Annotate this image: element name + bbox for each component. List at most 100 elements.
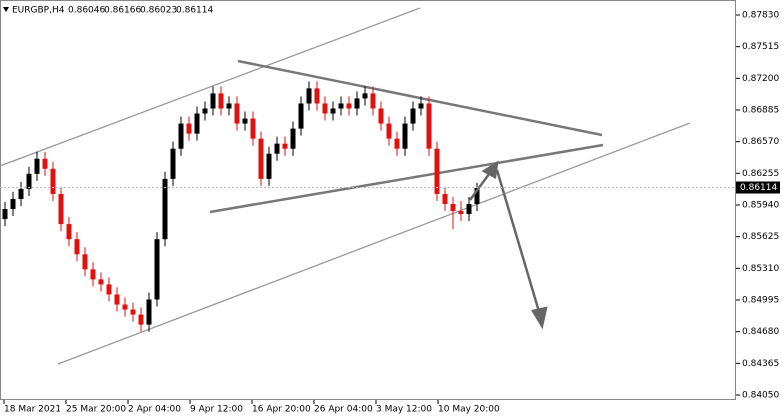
candle-body [138, 314, 144, 325]
candle-body [226, 103, 232, 109]
candle-body [314, 88, 320, 104]
candle-body [186, 123, 192, 134]
candle-body [98, 279, 104, 285]
candle-body [50, 168, 56, 194]
candle-body [290, 128, 296, 149]
x-tick-label: 9 Apr 12:00 [190, 405, 243, 415]
candle-body [306, 88, 312, 104]
menu-icon [3, 7, 9, 12]
x-tick-label: 25 Mar 20:00 [66, 405, 126, 415]
candle-body [258, 138, 264, 179]
candle-body [234, 103, 240, 124]
candle-body [346, 103, 352, 109]
price-label-bg [736, 181, 780, 194]
candle-body [202, 108, 208, 114]
candle-body [362, 93, 368, 99]
drawings [0, 7, 691, 365]
y-tick-label: 0.85625 [742, 232, 779, 242]
candle-body [434, 148, 440, 194]
candle-body [34, 158, 40, 174]
candle-body [194, 113, 200, 134]
candle-body [130, 309, 136, 315]
x-tick-label: 10 May 20:00 [438, 405, 500, 415]
candle-body [154, 239, 160, 300]
y-tick-label: 0.86570 [742, 137, 779, 147]
x-tick-label: 18 Mar 2021 [4, 405, 61, 415]
candle-body [418, 103, 424, 109]
candle-body [322, 103, 328, 114]
arrow-head [481, 160, 499, 179]
candle-body [58, 193, 64, 225]
candle-body [394, 138, 400, 149]
candle-body [410, 108, 416, 124]
ohlc-open: 0.86046 [68, 6, 105, 16]
trend-line [237, 59, 603, 137]
candle-body [106, 284, 112, 295]
candle-body [378, 108, 384, 124]
candle-body [146, 299, 152, 325]
channel-line [57, 122, 691, 365]
candle-body [242, 118, 248, 124]
y-tick-label: 0.85940 [742, 201, 779, 211]
candle-body [218, 93, 224, 109]
arrow [495, 169, 542, 316]
candle-body [82, 254, 88, 270]
candle-body [250, 118, 256, 139]
triangle [209, 59, 604, 214]
y-tick-label: 0.84050 [742, 391, 779, 401]
candle-body [474, 187, 480, 204]
forecast-arrows [468, 160, 548, 330]
y-tick-label: 0.87200 [742, 74, 779, 84]
candle-body [74, 239, 80, 255]
x-tick-label: 2 Apr 04:00 [128, 405, 181, 415]
candle-body [466, 203, 472, 215]
y-tick-label: 0.84680 [742, 327, 779, 337]
candles [2, 81, 480, 332]
candle-body [386, 123, 392, 139]
y-tick-label: 0.85310 [742, 264, 779, 274]
candle-body [282, 143, 288, 149]
candle-body [122, 304, 128, 310]
candle-body [458, 211, 464, 215]
candle-body [66, 224, 72, 240]
x-tick-label: 16 Apr 20:00 [252, 405, 311, 415]
ohlc-close: 0.86114 [176, 6, 213, 16]
candle-body [178, 123, 184, 149]
ohlc-high: 0.86166 [104, 6, 141, 16]
trend-line [209, 143, 604, 214]
candle-body [18, 188, 24, 199]
candle-body [114, 294, 120, 305]
candle-body [162, 178, 168, 240]
ohlc-low: 0.86023 [140, 6, 177, 16]
candle-body [298, 103, 304, 129]
candle-body [266, 153, 272, 179]
candle-body [274, 143, 280, 154]
candle-body [26, 173, 32, 189]
arrow-head [531, 306, 548, 330]
y-tick-label: 0.86885 [742, 106, 779, 116]
candle-body [442, 193, 448, 204]
candle-body [354, 98, 360, 109]
candle-body [210, 93, 216, 109]
channel-line [0, 7, 421, 167]
x-tick-label: 3 May 12:00 [376, 405, 432, 415]
price-label: 0.86114 [740, 183, 777, 193]
candle-body [370, 93, 376, 109]
candle-body [338, 103, 344, 109]
y-tick-label: 0.87515 [742, 42, 779, 52]
y-tick-label: 0.87830 [742, 11, 779, 21]
candle-body [90, 269, 96, 280]
candle-body [450, 203, 456, 212]
plot-border [0, 0, 736, 400]
candle-body [170, 148, 176, 179]
candle-body [2, 209, 8, 220]
arrow [468, 169, 494, 201]
x-tick-label: 26 Apr 04:00 [314, 405, 373, 415]
candle-body [426, 103, 432, 149]
y-tick-label: 0.84995 [742, 296, 779, 306]
candle-body [42, 158, 48, 169]
symbol: EURGBP,H4 [12, 6, 65, 16]
candle-body [402, 123, 408, 149]
